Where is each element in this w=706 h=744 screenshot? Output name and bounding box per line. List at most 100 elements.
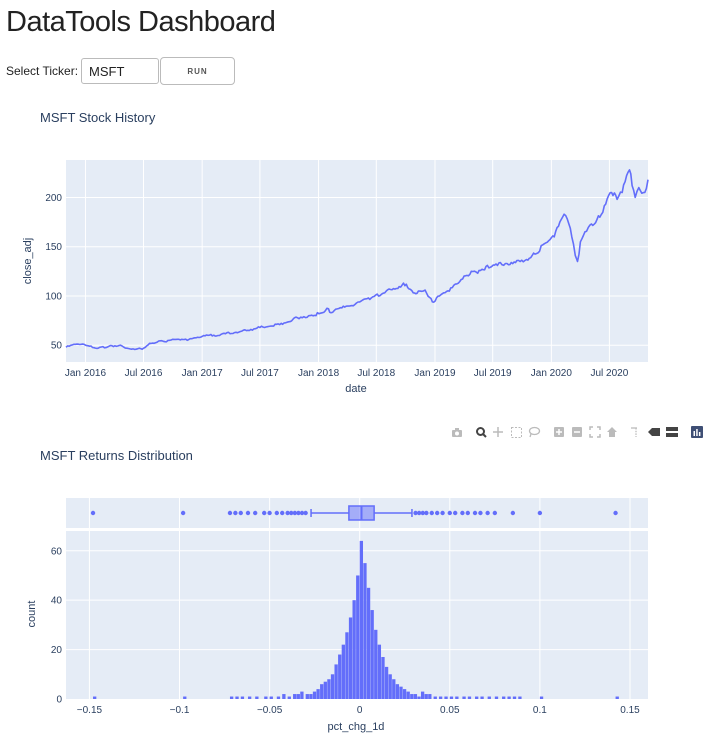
histogram-bar[interactable] [330,674,335,699]
histogram-bar[interactable] [305,694,309,699]
histogram-bar[interactable] [539,696,544,699]
histogram-bar[interactable] [377,644,382,699]
histogram-bar[interactable] [183,696,187,699]
histogram-bar[interactable] [475,696,479,699]
box-outlier-point[interactable] [420,510,425,516]
hover-compare-icon[interactable] [666,427,678,437]
histogram-bar[interactable] [366,587,371,699]
box-outlier-point[interactable] [537,510,543,516]
histogram-bar[interactable] [235,696,239,699]
histogram-bar[interactable] [381,657,385,699]
histogram-bar[interactable] [392,679,396,699]
histogram-bar[interactable] [406,691,410,699]
box-outlier-point[interactable] [299,510,305,516]
box-outlier-point[interactable] [453,510,458,516]
box-outlier-point[interactable] [440,510,445,516]
histogram-bar[interactable] [247,696,252,699]
histogram-bar[interactable] [338,654,342,699]
box-outlier-point[interactable] [478,510,483,516]
histogram-bar[interactable] [345,632,349,699]
histogram-bar[interactable] [334,664,338,699]
histogram-bar[interactable] [316,689,320,699]
box-outlier-point[interactable] [434,510,440,516]
box-outlier-point[interactable] [447,510,452,516]
histogram-bar[interactable] [240,696,245,699]
box-outlier-point[interactable] [465,510,471,516]
histogram-bar[interactable] [370,610,374,699]
histogram-bar[interactable] [374,629,378,699]
histogram-bar[interactable] [480,696,484,699]
histogram-bar[interactable] [399,686,403,699]
stock-plot-area[interactable] [66,160,648,362]
histogram-bar[interactable] [296,694,300,699]
box-outlier-point[interactable] [292,510,298,516]
histogram-bar[interactable] [293,694,297,699]
run-button[interactable]: RUN [160,57,236,85]
histogram-bar[interactable] [352,600,356,699]
histogram-bar[interactable] [410,694,414,699]
zoom-icon[interactable] [476,427,487,438]
box-outlier-point[interactable] [227,510,233,516]
histogram-bar[interactable] [320,684,324,699]
histogram-bar[interactable] [395,684,400,699]
histogram-bar[interactable] [417,696,421,699]
histogram-bar[interactable] [312,691,317,699]
histogram-bar[interactable] [462,696,466,699]
box-outlier-point[interactable] [274,510,280,516]
box-outlier-point[interactable] [267,510,272,516]
histogram-bar[interactable] [428,694,432,699]
ticker-input[interactable] [81,58,160,84]
box-outlier-point[interactable] [510,510,516,516]
histogram-bar[interactable] [455,696,459,699]
stock-price-line[interactable] [65,169,649,351]
histogram-bar[interactable] [363,563,367,699]
box-outlier-point[interactable] [613,510,618,516]
histogram-bar[interactable] [264,696,268,699]
box-outlier-point[interactable] [303,510,308,516]
box-outlier-point[interactable] [90,510,96,516]
histogram-bar[interactable] [276,696,281,699]
histogram-bar[interactable] [269,696,273,699]
histogram-bar[interactable] [467,696,472,699]
histogram-bar[interactable] [229,696,234,699]
lasso-icon[interactable] [528,426,541,438]
histogram-bar[interactable] [309,694,313,699]
histogram-bar[interactable] [359,540,364,699]
histogram-bar[interactable] [444,696,448,699]
histogram-bar[interactable] [512,696,517,699]
box-outlier-point[interactable] [296,510,301,516]
box-outlier-point[interactable] [285,510,290,516]
box-outlier-point[interactable] [429,510,434,516]
box-outlier-point[interactable] [252,510,258,516]
histogram-bar[interactable] [388,674,392,699]
histogram-bar[interactable] [438,696,443,699]
reset-axes-icon[interactable] [607,427,617,437]
box-select-icon[interactable] [511,427,522,438]
autoscale-icon[interactable] [589,426,601,438]
box-outlier-point[interactable] [233,510,238,516]
camera-icon[interactable] [452,428,462,437]
box-outlier-point[interactable] [245,510,251,516]
histogram-bar[interactable] [356,575,360,699]
histogram-bar[interactable] [348,617,353,699]
box-outlier-point[interactable] [416,510,422,516]
histogram-bar[interactable] [93,696,97,699]
histogram-bar[interactable] [402,689,407,699]
histogram-bar[interactable] [384,666,389,699]
histogram-bar[interactable] [255,696,259,699]
box-outlier-point[interactable] [424,510,429,516]
histogram-bar[interactable] [487,696,491,699]
box-outlier-point[interactable] [289,510,294,516]
histogram-bar[interactable] [420,691,425,699]
box-outlier-point[interactable] [413,510,418,516]
pan-icon[interactable] [493,427,503,437]
histogram-bar[interactable] [449,696,454,699]
histogram-bar[interactable] [494,696,499,699]
histogram-bar[interactable] [502,696,506,699]
histogram-bar[interactable] [413,694,418,699]
hover-closest-icon[interactable] [648,428,660,436]
box-outlier-point[interactable] [280,510,285,516]
spike-lines-icon[interactable] [631,427,637,437]
histogram-bar[interactable] [424,694,428,699]
box-outlier-point[interactable] [238,510,243,516]
